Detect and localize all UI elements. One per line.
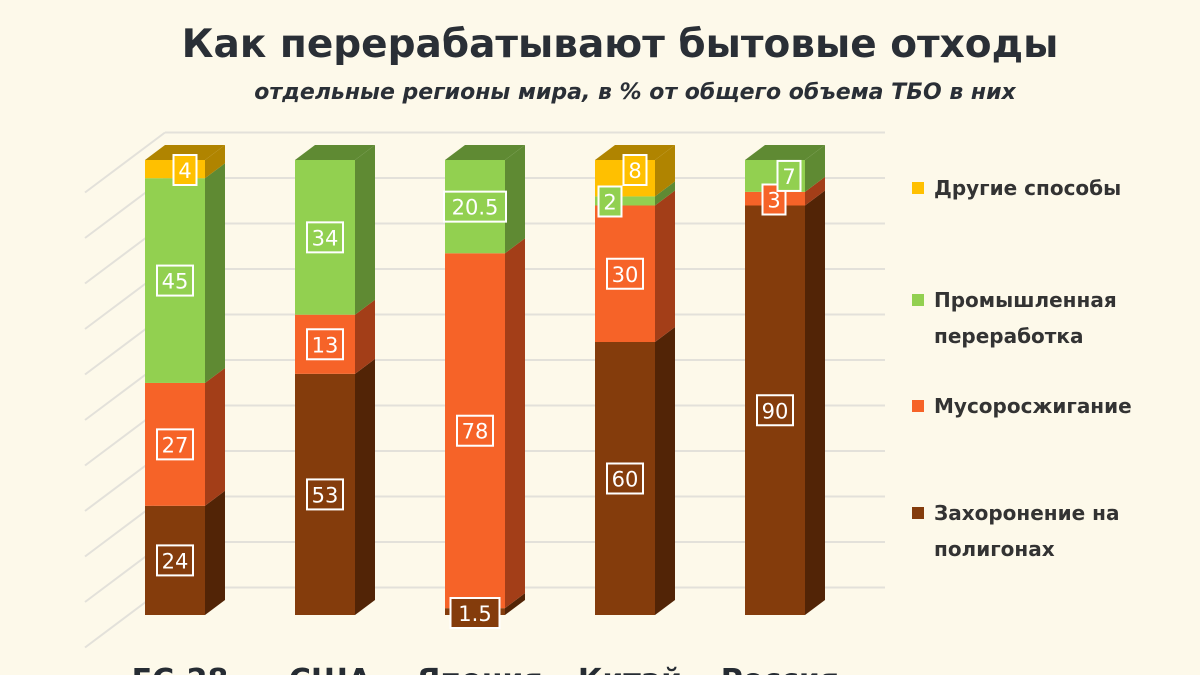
data-label-box bbox=[597, 185, 623, 218]
data-label-box bbox=[449, 597, 501, 629]
data-label-box bbox=[456, 414, 494, 447]
data-label: 90 bbox=[762, 399, 789, 423]
legend-swatch bbox=[912, 507, 924, 519]
data-label-box bbox=[761, 183, 787, 216]
category-label: Россия bbox=[721, 663, 839, 675]
chart-subtitle: отдельные регионы мира, в % от общего об… bbox=[254, 80, 1016, 105]
legend-item-incineration: Мусоросжигание bbox=[912, 388, 1132, 424]
bar-segment-side bbox=[205, 145, 225, 179]
legend-swatch bbox=[912, 294, 924, 306]
bar-segment-side bbox=[655, 181, 675, 206]
data-label-box bbox=[606, 462, 644, 495]
bar-top bbox=[445, 145, 525, 160]
legend-swatch bbox=[912, 182, 924, 194]
data-label-box bbox=[306, 221, 344, 254]
data-label: 13 bbox=[312, 333, 339, 357]
bar-segment-side bbox=[355, 299, 375, 374]
data-label-box bbox=[306, 328, 344, 361]
bar-segment-side bbox=[805, 176, 825, 206]
bar-segment-side bbox=[205, 163, 225, 383]
data-label-box bbox=[156, 264, 194, 297]
bar-top bbox=[295, 145, 375, 160]
data-label: 34 bbox=[312, 226, 339, 250]
bar-segment-side bbox=[655, 145, 675, 197]
data-label-box bbox=[443, 190, 507, 223]
data-label-box bbox=[172, 154, 198, 186]
data-label: 7 bbox=[782, 165, 795, 189]
bar-segment-side bbox=[805, 145, 825, 192]
data-label: 1.5 bbox=[458, 602, 491, 626]
data-label: 45 bbox=[162, 270, 189, 294]
category-label: ЕС-28 bbox=[132, 663, 229, 675]
bar-top bbox=[145, 145, 225, 160]
bar-segment bbox=[595, 196, 655, 206]
bar-segment-side bbox=[655, 190, 675, 342]
data-label-box bbox=[776, 159, 802, 192]
bar-segment-side bbox=[505, 238, 525, 609]
bar-segment-side bbox=[355, 358, 375, 615]
bar-segment-side bbox=[805, 190, 825, 615]
data-label-box bbox=[622, 154, 648, 186]
bar-segment-side bbox=[205, 367, 225, 506]
data-label: 24 bbox=[162, 549, 189, 573]
legend-swatch bbox=[912, 400, 924, 412]
bar-segment-side bbox=[505, 145, 525, 254]
category-label: США bbox=[289, 663, 372, 675]
data-label: 30 bbox=[612, 263, 639, 287]
legend-label: Захоронение на полигонах bbox=[934, 501, 1120, 561]
bar-top bbox=[745, 145, 825, 160]
data-label: 8 bbox=[628, 159, 641, 183]
chart-title: Как перерабатывают бытовые отходы bbox=[181, 22, 1059, 67]
gridline-side bbox=[84, 131, 166, 194]
category-label: Китай bbox=[578, 663, 682, 675]
data-label: 3 bbox=[767, 189, 780, 213]
data-label-box bbox=[156, 544, 194, 577]
data-label: 4 bbox=[178, 159, 191, 183]
legend-label: Промышленная переработка bbox=[934, 288, 1117, 348]
bar-segment-side bbox=[205, 490, 225, 615]
data-label: 53 bbox=[312, 483, 339, 507]
legend-item-other: Другие способы bbox=[912, 170, 1121, 206]
legend-item-landfill: Захоронение на полигонах bbox=[912, 495, 1122, 567]
data-label: 27 bbox=[162, 433, 189, 457]
data-label: 60 bbox=[612, 468, 639, 492]
bar-segment-side bbox=[355, 145, 375, 315]
data-label: 20.5 bbox=[452, 196, 499, 220]
data-label-box bbox=[606, 257, 644, 290]
data-label-box bbox=[756, 394, 794, 427]
bar-segment-side bbox=[655, 327, 675, 615]
legend-label: Другие способы bbox=[934, 176, 1122, 200]
bar-segment-side bbox=[505, 593, 525, 615]
category-label: Япония bbox=[417, 663, 542, 675]
data-label: 2 bbox=[603, 191, 616, 215]
legend-label: Мусоросжигание bbox=[934, 394, 1132, 418]
data-label-box bbox=[306, 478, 344, 511]
bar-top bbox=[595, 145, 675, 160]
data-label: 78 bbox=[462, 420, 489, 444]
legend-item-recycling: Промышленная переработка bbox=[912, 282, 1142, 354]
data-label-box bbox=[156, 428, 194, 461]
